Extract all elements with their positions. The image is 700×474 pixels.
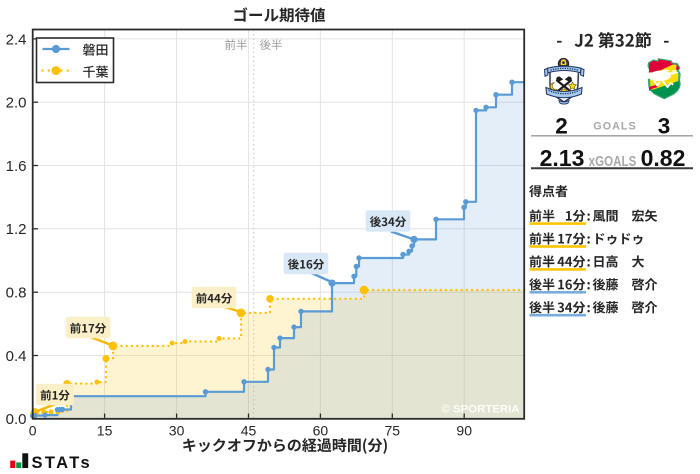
- svg-text:2.4: 2.4: [6, 31, 27, 48]
- svg-text:15: 15: [97, 422, 113, 438]
- svg-text:2.13: 2.13: [540, 145, 585, 171]
- svg-text:xGOALS: xGOALS: [589, 153, 637, 170]
- svg-text:3: 3: [658, 113, 671, 138]
- svg-text:0.82: 0.82: [641, 145, 686, 171]
- svg-text:0.0: 0.0: [6, 411, 27, 428]
- svg-text:45: 45: [241, 422, 257, 438]
- svg-text:0: 0: [29, 422, 37, 438]
- svg-text:2.0: 2.0: [6, 95, 27, 112]
- svg-text:GOALS: GOALS: [593, 120, 636, 132]
- svg-text:75: 75: [385, 422, 401, 438]
- svg-text:0.8: 0.8: [6, 285, 27, 302]
- svg-text:1.2: 1.2: [6, 221, 27, 238]
- svg-text:90: 90: [456, 422, 472, 438]
- svg-text:2: 2: [555, 113, 568, 138]
- svg-text:30: 30: [169, 422, 185, 438]
- svg-text:1.6: 1.6: [6, 158, 27, 175]
- svg-text:© SPORTERIA: © SPORTERIA: [441, 403, 519, 415]
- svg-text:0.4: 0.4: [6, 348, 27, 365]
- svg-text:STATs: STATs: [32, 454, 93, 472]
- svg-text:60: 60: [313, 422, 329, 438]
